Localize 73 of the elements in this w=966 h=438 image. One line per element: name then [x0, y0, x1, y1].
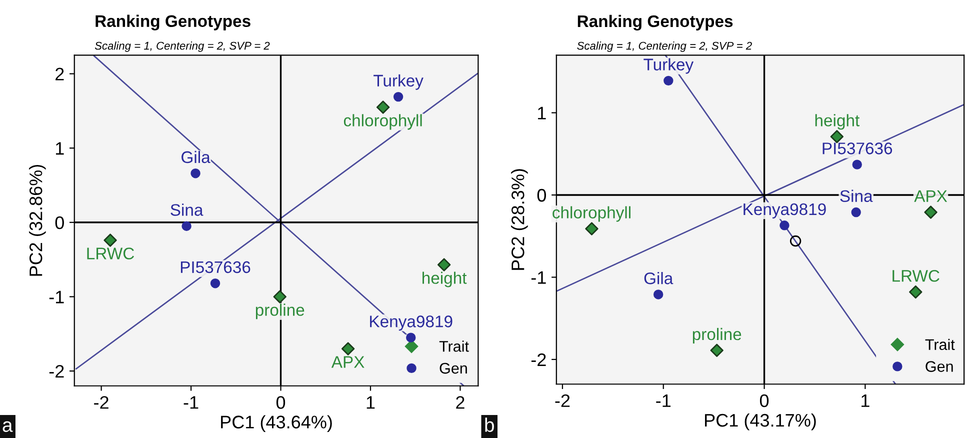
- legend-label: Gen: [440, 362, 467, 374]
- data-label: LRWC: [892, 270, 940, 282]
- y-tick-label: -2: [49, 364, 64, 378]
- data-label: Sina: [170, 204, 204, 216]
- point: [393, 92, 404, 102]
- x-tick-label: -1: [184, 396, 198, 409]
- point: [585, 222, 598, 236]
- chart-title: Ranking Genotypes: [96, 14, 250, 30]
- data-label: LRWC: [87, 248, 134, 260]
- point: [104, 234, 117, 247]
- data-label: chlorophyll: [552, 206, 630, 222]
- x-tick-label: -2: [555, 394, 570, 407]
- y-tick-label: -1: [531, 271, 546, 284]
- x-tick-label: -1: [656, 394, 671, 407]
- data-label: Sina: [840, 190, 873, 202]
- legend-label: Gen: [926, 361, 953, 372]
- legend-label: Trait: [439, 340, 469, 352]
- data-label: proline: [692, 328, 742, 344]
- chart-subtitle: Scaling = 1, Centering = 2, SVP = 2: [577, 42, 752, 52]
- y-axis-title: PC2 (28.3%): [511, 169, 528, 270]
- y-tick-label: 2: [56, 68, 64, 80]
- data-label: APX: [331, 356, 364, 368]
- y-tick-label: -1: [49, 290, 64, 304]
- data-label: Turkey: [374, 74, 424, 90]
- x-tick-label: 2: [456, 396, 464, 409]
- data-label: height: [422, 272, 467, 288]
- point: [653, 290, 664, 300]
- x-tick-label: 0: [760, 394, 769, 408]
- point: [852, 160, 862, 170]
- y-tick-label: 0: [537, 188, 546, 202]
- point: [780, 220, 790, 230]
- text: b: [485, 418, 494, 432]
- point: [924, 206, 938, 219]
- x-axis-title: PC1 (43.64%): [221, 415, 332, 432]
- y-tick-label: 1: [538, 106, 546, 120]
- point: [376, 100, 390, 114]
- chart-subtitle: Scaling = 1, Centering = 2, SVP = 2: [94, 42, 270, 52]
- data-label: Kenya9819: [370, 316, 452, 331]
- data-label: PI537636: [822, 142, 892, 154]
- chart-title: Ranking Genotypes: [578, 14, 733, 31]
- point: [790, 235, 802, 247]
- point: [909, 285, 922, 299]
- point: [830, 130, 844, 144]
- data-label: Gila: [644, 272, 674, 284]
- text: a: [2, 421, 13, 432]
- x-tick-label: -2: [94, 396, 108, 409]
- data-label: Kenya9819: [744, 203, 826, 218]
- data-label: APX: [914, 190, 948, 202]
- point: [406, 332, 416, 342]
- data-label: chlorophyll: [344, 114, 422, 130]
- y-tick-label: 1: [56, 142, 64, 155]
- data-label: proline: [256, 304, 304, 320]
- point: [437, 258, 451, 272]
- point: [710, 344, 724, 357]
- data-label: Turkey: [644, 58, 694, 74]
- point: [190, 168, 200, 178]
- data-label: height: [815, 114, 860, 130]
- data-label: Gila: [182, 150, 210, 164]
- point: [210, 278, 220, 288]
- legend-label: Trait: [925, 338, 955, 350]
- point: [664, 76, 674, 86]
- point: [273, 290, 286, 304]
- x-tick-label: 1: [862, 394, 870, 407]
- x-tick-label: 1: [366, 396, 375, 409]
- point: [851, 207, 861, 218]
- y-tick-label: 0: [55, 216, 64, 230]
- y-axis-title: PC2 (32.86%): [29, 164, 46, 276]
- x-axis-title: PC1 (43.17%): [705, 413, 816, 430]
- point: [341, 342, 355, 356]
- y-tick-label: -2: [531, 353, 546, 366]
- point: [182, 221, 192, 231]
- x-tick-label: 0: [276, 396, 286, 409]
- data-label: PI537636: [180, 261, 250, 274]
